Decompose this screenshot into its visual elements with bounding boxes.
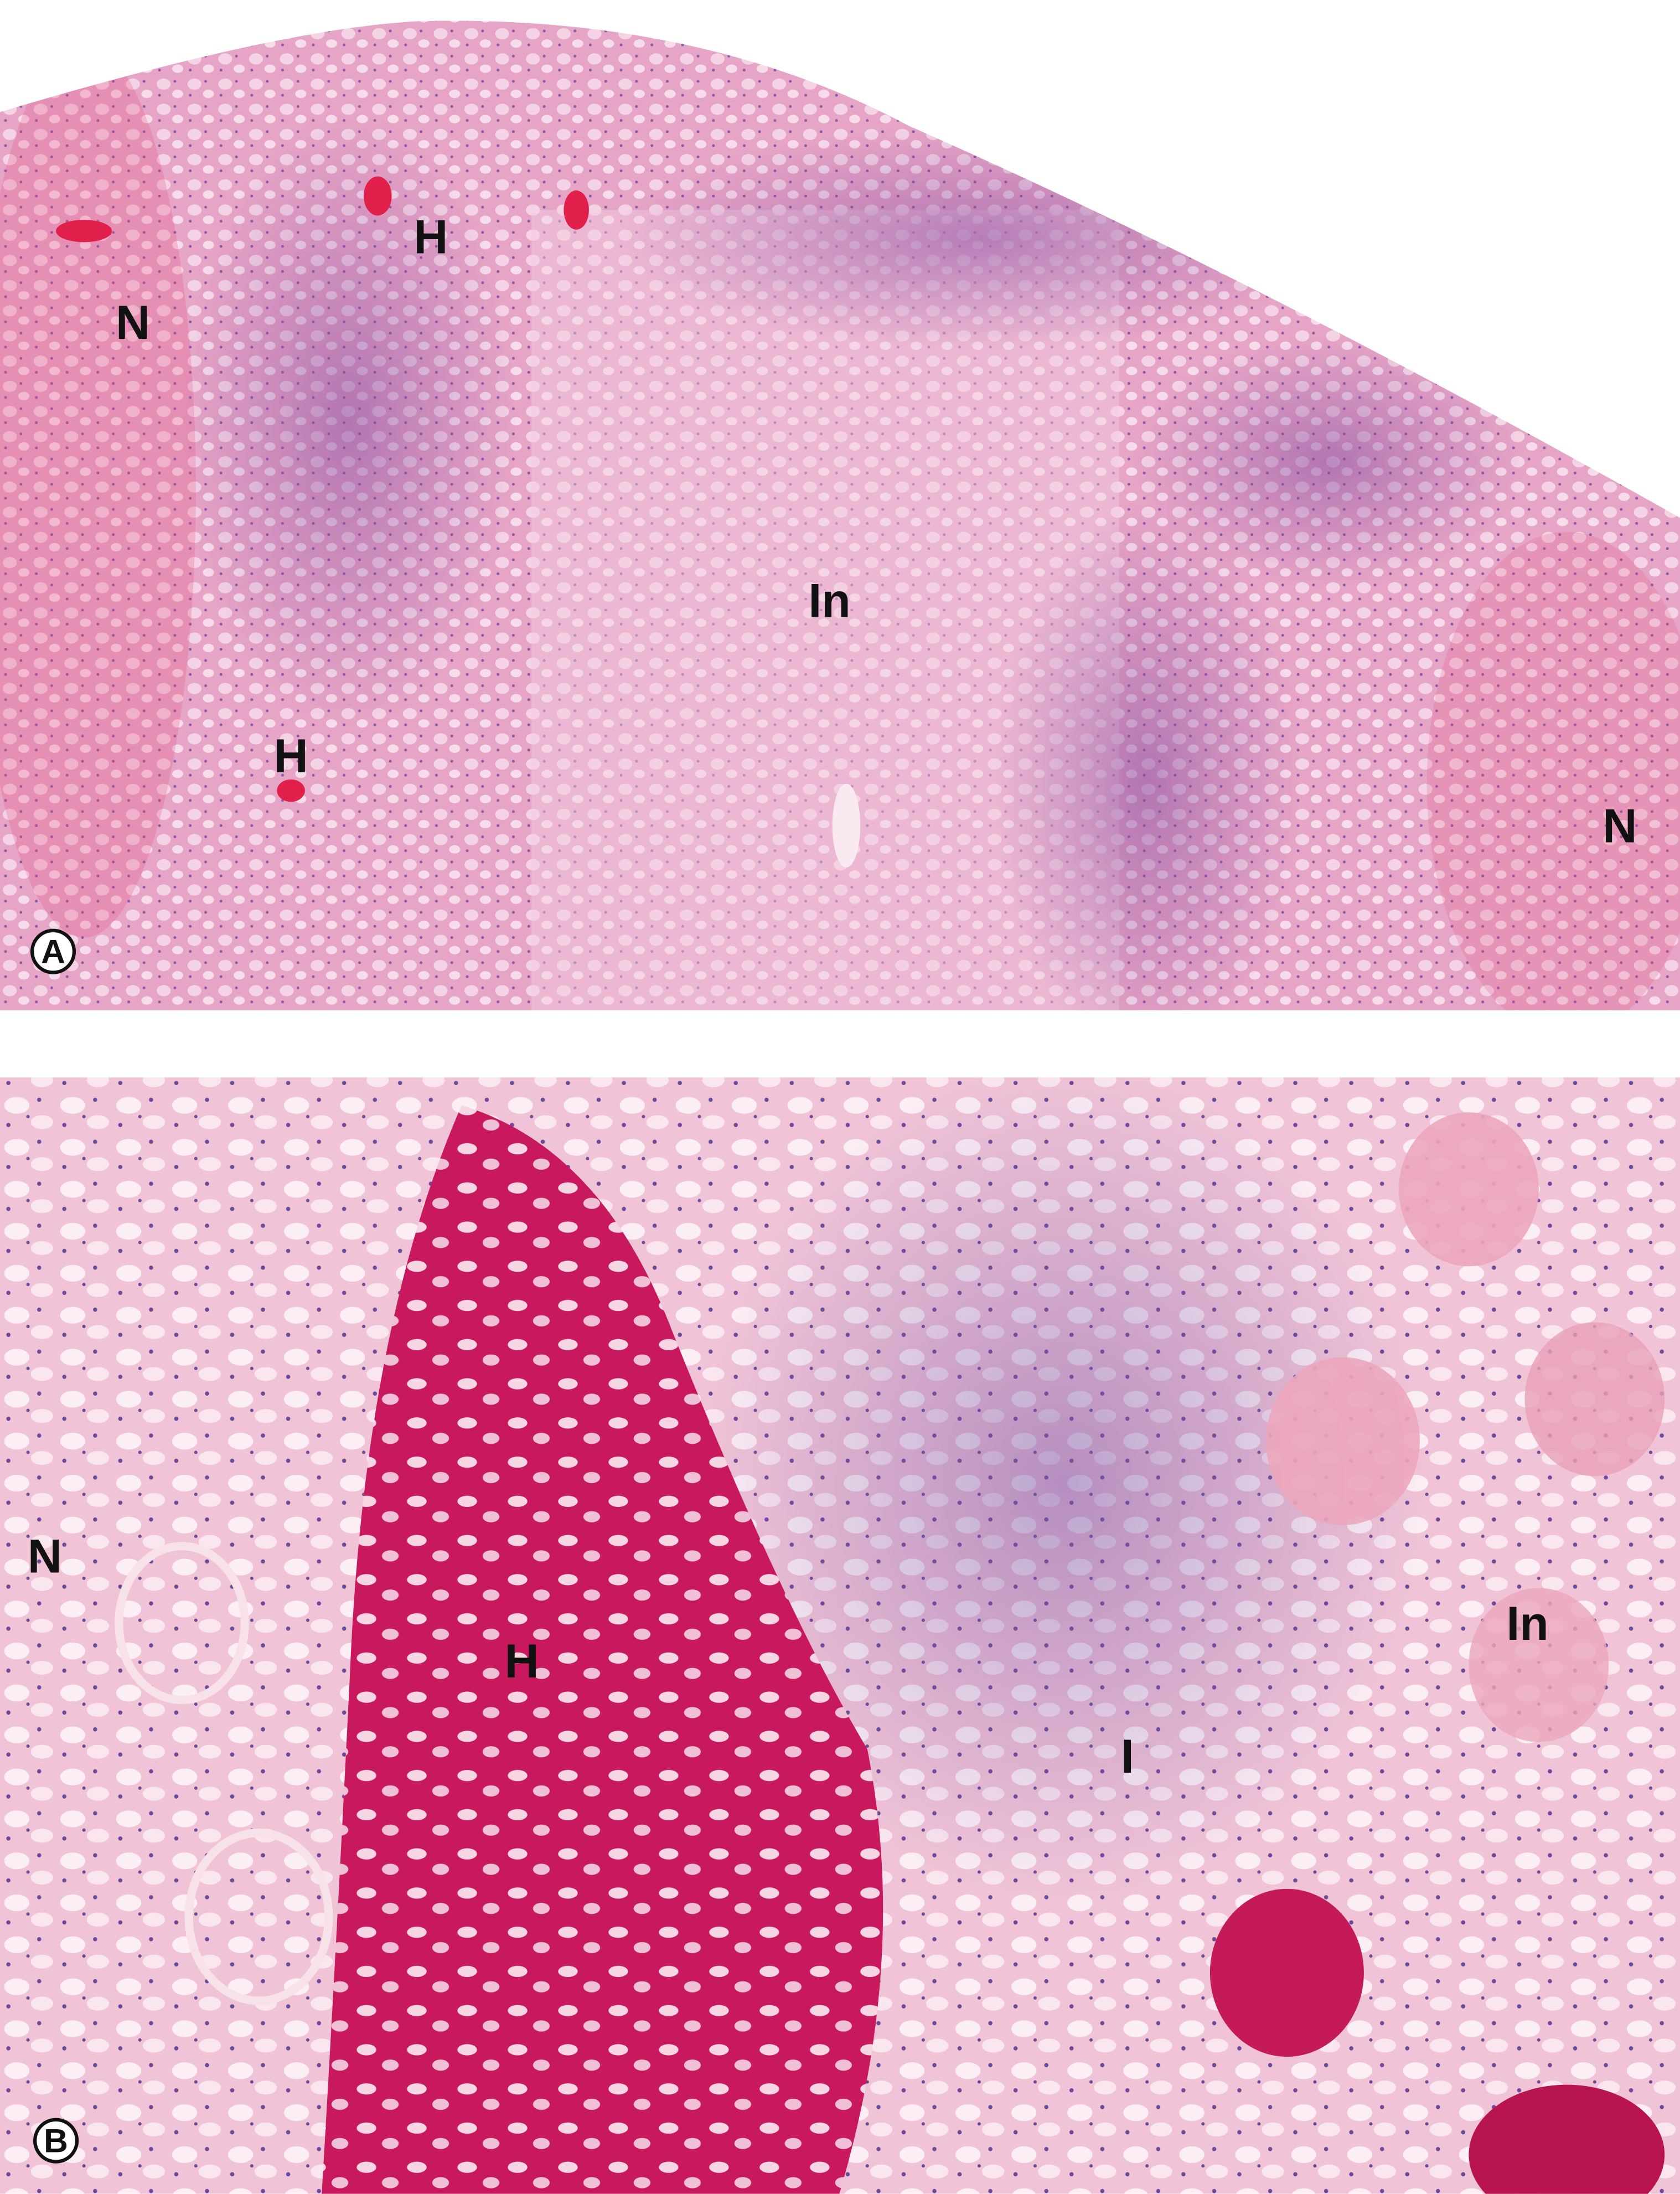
label: N <box>1603 800 1637 853</box>
label: In <box>808 575 850 628</box>
label: N <box>116 296 150 349</box>
panel-a-image <box>0 20 1680 1010</box>
label: N <box>28 1530 62 1583</box>
panel-b-image <box>0 1077 1680 2194</box>
label: H <box>413 211 448 264</box>
label: H <box>274 730 308 783</box>
label: In <box>1506 1597 1548 1650</box>
badge: A <box>41 933 65 970</box>
badge: B <box>44 2122 68 2160</box>
label: H <box>505 1635 539 1688</box>
label: I <box>1121 1730 1134 1783</box>
badge-circle <box>33 2118 79 2164</box>
badge-circle <box>30 928 76 974</box>
